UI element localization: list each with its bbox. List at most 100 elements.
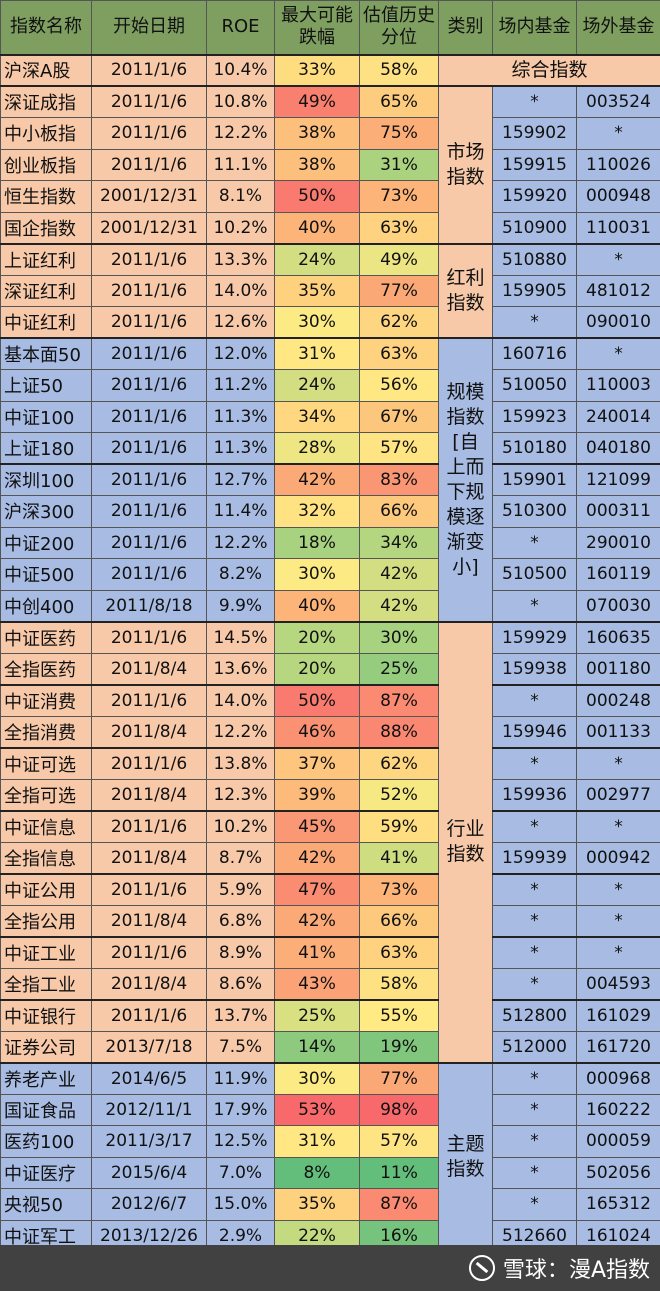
start-date-cell: 2011/1/6 bbox=[91, 526, 207, 559]
valuation-percentile-cell: 88% bbox=[359, 715, 439, 748]
roe-cell: 10.2% bbox=[206, 809, 275, 843]
onsite-fund-cell: * bbox=[492, 1156, 577, 1189]
roe-cell: 10.8% bbox=[206, 85, 275, 118]
onsite-fund-cell: * bbox=[492, 526, 577, 559]
table-row: 全指消费 2011/8/4 12.2% 46% 88% 159946 001133 bbox=[0, 715, 660, 748]
start-date-cell: 2001/12/31 bbox=[91, 211, 207, 244]
roe-cell: 12.3% bbox=[206, 778, 275, 811]
offsite-fund-cell: 040180 bbox=[576, 432, 660, 465]
table-row: 央视50 2012/6/7 15.0% 35% 87% * 165312 bbox=[0, 1188, 660, 1221]
start-date-cell: 2011/1/6 bbox=[91, 463, 207, 496]
index-name-cell: 养老产业 bbox=[0, 1061, 92, 1095]
roe-cell: 6.8% bbox=[206, 904, 275, 937]
max-drop-cell: 42% bbox=[274, 841, 360, 874]
valuation-percentile-cell: 77% bbox=[359, 274, 439, 307]
onsite-fund-cell: 510900 bbox=[492, 211, 577, 244]
table-row: 医药100 2011/3/17 12.5% 31% 57% * 000059 bbox=[0, 1125, 660, 1158]
header-row: 指数名称 开始日期 ROE 最大可能跌幅 估值历史分位 类别 场内基金 场外基金 bbox=[0, 0, 660, 55]
offsite-fund-cell: 110026 bbox=[576, 148, 660, 181]
valuation-percentile-cell: 30% bbox=[359, 620, 439, 654]
max-drop-cell: 14% bbox=[274, 1030, 360, 1063]
max-drop-cell: 49% bbox=[274, 85, 360, 118]
roe-cell: 11.1% bbox=[206, 148, 275, 181]
valuation-percentile-cell: 59% bbox=[359, 809, 439, 843]
valuation-percentile-cell: 52% bbox=[359, 778, 439, 811]
index-name-cell: 深证成指 bbox=[0, 85, 92, 118]
index-name-cell: 中证消费 bbox=[0, 683, 92, 717]
valuation-percentile-cell: 57% bbox=[359, 1125, 439, 1158]
max-drop-cell: 38% bbox=[274, 148, 360, 181]
onsite-fund-cell: * bbox=[492, 809, 577, 843]
max-drop-cell: 47% bbox=[274, 872, 360, 906]
roe-cell: 8.7% bbox=[206, 841, 275, 874]
max-drop-cell: 42% bbox=[274, 463, 360, 496]
category-cell: 行业指数 bbox=[438, 620, 493, 1063]
onsite-fund-cell: 159901 bbox=[492, 463, 577, 496]
offsite-fund-cell: 003524 bbox=[576, 85, 660, 118]
start-date-cell: 2011/1/6 bbox=[91, 558, 207, 591]
valuation-percentile-cell: 55% bbox=[359, 998, 439, 1032]
onsite-fund-cell: 159939 bbox=[492, 841, 577, 874]
roe-cell: 12.2% bbox=[206, 117, 275, 150]
valuation-percentile-cell: 62% bbox=[359, 306, 439, 339]
offsite-fund-cell: * bbox=[576, 242, 660, 276]
onsite-fund-cell: * bbox=[492, 935, 577, 969]
onsite-fund-cell: * bbox=[492, 306, 577, 339]
onsite-fund-cell: 159946 bbox=[492, 715, 577, 748]
roe-cell: 11.9% bbox=[206, 1061, 275, 1095]
index-name-cell: 中证100 bbox=[0, 400, 92, 433]
roe-cell: 12.0% bbox=[206, 337, 275, 370]
valuation-percentile-cell: 67% bbox=[359, 400, 439, 433]
roe-cell: 13.8% bbox=[206, 746, 275, 780]
roe-cell: 11.3% bbox=[206, 400, 275, 433]
max-drop-cell: 24% bbox=[274, 242, 360, 276]
roe-cell: 14.0% bbox=[206, 683, 275, 717]
roe-cell: 14.5% bbox=[206, 620, 275, 654]
onsite-fund-cell: * bbox=[492, 872, 577, 906]
index-name-cell: 全指消费 bbox=[0, 715, 92, 748]
index-name-cell: 中证可选 bbox=[0, 746, 92, 780]
onsite-fund-cell: * bbox=[492, 589, 577, 622]
start-date-cell: 2011/1/6 bbox=[91, 620, 207, 654]
start-date-cell: 2011/1/6 bbox=[91, 746, 207, 780]
valuation-percentile-cell: 75% bbox=[359, 117, 439, 150]
roe-cell: 7.5% bbox=[206, 1030, 275, 1063]
valuation-percentile-cell: 56% bbox=[359, 369, 439, 402]
index-name-cell: 央视50 bbox=[0, 1188, 92, 1221]
onsite-fund-cell: 510050 bbox=[492, 369, 577, 402]
valuation-percentile-cell: 87% bbox=[359, 1188, 439, 1221]
max-drop-cell: 31% bbox=[274, 337, 360, 370]
index-name-cell: 创业板指 bbox=[0, 148, 92, 181]
roe-cell: 13.6% bbox=[206, 652, 275, 685]
start-date-cell: 2011/1/6 bbox=[91, 872, 207, 906]
table-row: 中证信息 2011/1/6 10.2% 45% 59% * * bbox=[0, 809, 660, 843]
valuation-percentile-cell: 19% bbox=[359, 1030, 439, 1063]
max-drop-cell: 46% bbox=[274, 715, 360, 748]
valuation-percentile-cell: 49% bbox=[359, 242, 439, 276]
table-row: 全指可选 2011/8/4 12.3% 39% 52% 159936 002977 bbox=[0, 778, 660, 811]
offsite-fund-cell: 000059 bbox=[576, 1125, 660, 1158]
roe-cell: 13.3% bbox=[206, 242, 275, 276]
max-drop-cell: 30% bbox=[274, 306, 360, 339]
start-date-cell: 2011/1/6 bbox=[91, 432, 207, 465]
index-name-cell: 上证180 bbox=[0, 432, 92, 465]
index-name-cell: 医药100 bbox=[0, 1125, 92, 1158]
onsite-fund-cell: * bbox=[492, 85, 577, 118]
start-date-cell: 2011/8/4 bbox=[91, 715, 207, 748]
roe-cell: 13.7% bbox=[206, 998, 275, 1032]
start-date-cell: 2011/1/6 bbox=[91, 53, 207, 87]
max-drop-cell: 24% bbox=[274, 369, 360, 402]
start-date-cell: 2012/6/7 bbox=[91, 1188, 207, 1221]
index-name-cell: 沪深300 bbox=[0, 495, 92, 528]
table-row: 全指信息 2011/8/4 8.7% 42% 41% 159939 000942 bbox=[0, 841, 660, 874]
header-valuation-percentile: 估值历史分位 bbox=[359, 0, 439, 55]
header-onsite-fund: 场内基金 bbox=[492, 0, 577, 55]
onsite-fund-cell: 159936 bbox=[492, 778, 577, 811]
roe-cell: 17.9% bbox=[206, 1093, 275, 1126]
start-date-cell: 2011/1/6 bbox=[91, 274, 207, 307]
roe-cell: 8.6% bbox=[206, 967, 275, 1000]
start-date-cell: 2011/1/6 bbox=[91, 306, 207, 339]
max-drop-cell: 8% bbox=[274, 1156, 360, 1189]
onsite-fund-cell: * bbox=[492, 1188, 577, 1221]
start-date-cell: 2011/3/17 bbox=[91, 1125, 207, 1158]
